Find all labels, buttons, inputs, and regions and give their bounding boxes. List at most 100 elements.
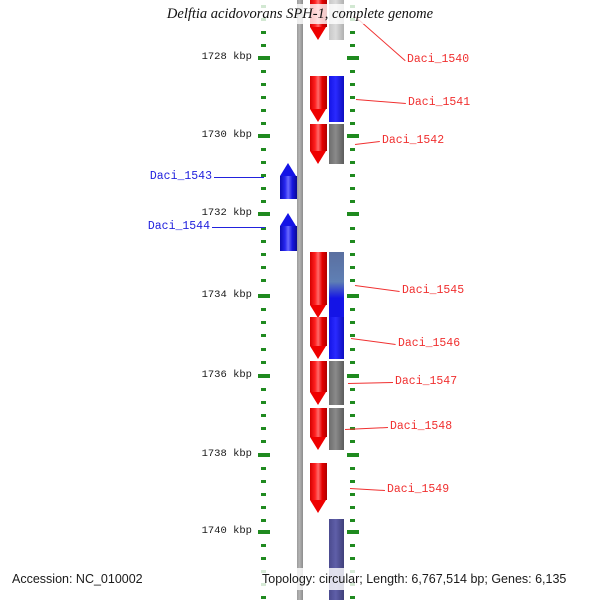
ruler-tick-minor [261,70,266,73]
ruler-label: 1734 kbp [201,289,252,301]
ruler-tick-minor-secondary [350,44,355,47]
ruler-tick-minor-secondary [350,266,355,269]
label-leader-line [214,177,264,178]
gene-arrow-body [310,76,327,109]
ruler-tick-minor [261,519,266,522]
gene-label[interactable]: Daci_1542 [382,134,445,147]
gene-label[interactable]: Daci_1540 [407,53,470,66]
gene-arrow-body [310,317,327,346]
gene-label[interactable]: Daci_1549 [387,483,450,496]
feature-bar[interactable] [329,361,344,405]
ruler-tick-minor [261,334,266,337]
ruler-tick-major [258,212,270,216]
gene-label[interactable]: Daci_1547 [395,375,458,388]
ruler-tick-minor-secondary [350,506,355,509]
ruler-tick-minor-secondary [350,109,355,112]
gene-arrow[interactable] [310,463,327,513]
ruler-tick-minor-secondary [350,361,355,364]
ruler-tick-minor [261,161,266,164]
page-title: Delftia acidovorans SPH-1, complete geno… [166,6,434,22]
ruler-tick-minor-secondary [350,401,355,404]
ruler-tick-major-secondary [347,374,359,378]
ruler-tick-minor [261,227,266,230]
ruler-label: 1736 kbp [201,369,252,381]
ruler-label: 1732 kbp [201,207,252,219]
gene-arrow-head [310,437,326,450]
ruler-tick-minor [261,506,266,509]
ruler-tick-major-secondary [347,294,359,298]
gene-arrow[interactable] [310,317,327,359]
gene-arrow-body [310,124,327,151]
ruler-tick-minor-secondary [350,388,355,391]
ruler-tick-minor-secondary [350,467,355,470]
ruler-tick-minor [261,414,266,417]
feature-bar[interactable] [329,408,344,450]
feature-bar[interactable] [329,317,344,359]
ruler-tick-minor [261,401,266,404]
ruler-tick-major [258,374,270,378]
label-leader-line [349,488,386,491]
gene-arrow[interactable] [310,252,327,318]
ruler-tick-minor [261,122,266,125]
gene-arrow[interactable] [310,361,327,405]
gene-arrow-head [280,163,296,176]
gene-arrow-head [310,27,326,40]
ruler-tick-minor-secondary [350,440,355,443]
label-leader-line [347,382,393,384]
gene-label[interactable]: Daci_1545 [402,284,465,297]
ruler-tick-minor [261,480,266,483]
gene-arrow-head [310,500,326,513]
gene-label[interactable]: Daci_1548 [390,420,453,433]
gene-arrow[interactable] [310,408,327,450]
ruler-tick-minor-secondary [350,480,355,483]
ruler-tick-minor [261,361,266,364]
ruler-tick-major [258,134,270,138]
gene-arrow[interactable] [280,213,297,251]
ruler-tick-minor [261,44,266,47]
ruler-label: 1740 kbp [201,525,252,537]
gene-label[interactable]: Daci_1544 [147,220,210,233]
gene-arrow[interactable] [280,163,297,199]
ruler-tick-minor [261,279,266,282]
label-leader-line [354,141,381,145]
ruler-tick-minor [261,187,266,190]
ruler-tick-major-secondary [347,212,359,216]
ruler-tick-minor [261,83,266,86]
feature-bar[interactable] [329,76,344,122]
gene-arrow-head [310,305,326,318]
feature-bar[interactable] [329,252,344,318]
ruler-tick-minor [261,266,266,269]
gene-label[interactable]: Daci_1541 [408,96,471,109]
feature-bar[interactable] [329,124,344,164]
ruler-tick-minor [261,109,266,112]
ruler-tick-minor-secondary [350,174,355,177]
gene-label[interactable]: Daci_1546 [398,337,461,350]
gene-arrow-body [280,226,297,251]
ruler-tick-minor-secondary [350,240,355,243]
ruler-label: 1728 kbp [201,51,252,63]
ruler-tick-minor [261,440,266,443]
ruler-tick-major [258,530,270,534]
ruler-tick-minor-secondary [350,348,355,351]
gene-arrow-head [310,109,326,122]
ruler-tick-minor-secondary [350,83,355,86]
ruler-tick-minor-secondary [350,414,355,417]
gene-arrow-body [310,361,327,392]
ruler-tick-minor-secondary [350,596,355,599]
gene-arrow-body [310,408,327,437]
ruler-tick-minor [261,148,266,151]
gene-label[interactable]: Daci_1543 [149,170,212,183]
gene-arrow[interactable] [310,76,327,122]
ruler-tick-minor [261,493,266,496]
ruler-tick-major [258,294,270,298]
ruler-tick-minor-secondary [350,557,355,560]
ruler-tick-minor [261,321,266,324]
ruler-tick-minor [261,308,266,311]
gene-arrow-body [280,176,297,199]
ruler-tick-minor [261,596,266,599]
label-leader-line [212,227,265,228]
genome-stats-text: Topology: circular; Length: 6,767,514 bp… [262,572,567,586]
label-leader-line [350,338,397,345]
gene-arrow[interactable] [310,124,327,164]
ruler-tick-minor-secondary [350,308,355,311]
